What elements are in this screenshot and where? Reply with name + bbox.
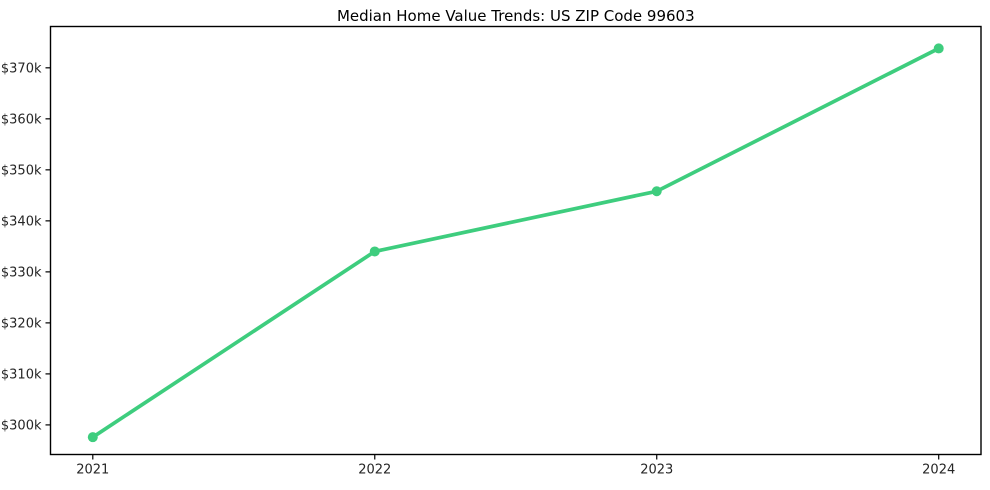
y-axis-tick-label: $360k bbox=[1, 112, 42, 127]
y-axis-tick-label: $330k bbox=[1, 265, 42, 280]
y-axis-tick-label: $350k bbox=[1, 163, 42, 178]
data-point-marker bbox=[651, 186, 662, 197]
data-point-marker bbox=[369, 246, 380, 257]
plot-frame bbox=[49, 25, 982, 456]
x-axis-tick-label: 2021 bbox=[76, 463, 109, 478]
chart-title: Median Home Value Trends: US ZIP Code 99… bbox=[337, 7, 695, 25]
y-axis-tick-label: $320k bbox=[1, 316, 42, 331]
x-axis-tick-label: 2023 bbox=[640, 463, 673, 478]
data-point-marker bbox=[933, 43, 944, 54]
data-point-marker bbox=[87, 432, 98, 443]
y-axis-tick-label: $370k bbox=[1, 61, 42, 76]
y-axis-tick-label: $310k bbox=[1, 367, 42, 382]
x-axis-tick-label: 2024 bbox=[922, 463, 955, 478]
y-axis-tick-label: $300k bbox=[1, 418, 42, 433]
y-axis-tick-label: $340k bbox=[1, 214, 42, 229]
trend-line bbox=[90, 46, 941, 440]
x-axis-tick-label: 2022 bbox=[358, 463, 391, 478]
